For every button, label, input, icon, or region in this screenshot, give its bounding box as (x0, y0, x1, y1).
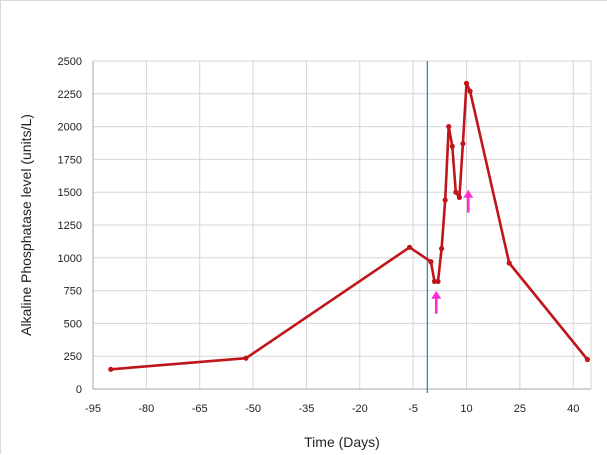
up-arrow-icon (463, 189, 474, 213)
y-axis-title: Alkaline Phosphatase level (units/L) (18, 114, 34, 336)
y-tick-label: 750 (64, 286, 82, 298)
y-tick-label: 500 (64, 318, 82, 330)
tick-labels: 0 250 500 750 1000 1250 1500 1750 2000 2250 2500 -9… (58, 56, 580, 415)
x-tick-label: -35 (298, 403, 314, 415)
x-tick-label: 10 (460, 403, 472, 415)
data-point (108, 366, 114, 372)
data-point (453, 189, 459, 195)
y-tick-label: 1250 (58, 220, 82, 232)
data-point (506, 260, 512, 266)
data-point (467, 88, 473, 94)
data-point (431, 278, 438, 285)
axes (92, 61, 591, 390)
x-tick-label: 40 (567, 403, 579, 415)
x-axis-title: Time (Days) (304, 434, 380, 450)
y-tick-label: 1750 (58, 154, 82, 166)
x-tick-label: -5 (408, 403, 418, 415)
up-arrow-icon (431, 290, 442, 314)
data-point (449, 143, 455, 149)
x-tick-label: -20 (352, 403, 368, 415)
data-point (460, 141, 466, 147)
data-point (439, 246, 445, 252)
y-tick-label: 1500 (58, 187, 82, 199)
y-tick-label: 2250 (58, 89, 82, 101)
data-point (406, 244, 413, 250)
data-point (243, 355, 249, 361)
data-point (435, 278, 441, 285)
data-point (584, 356, 591, 363)
data-point (446, 124, 452, 130)
y-tick-label: 2500 (58, 56, 82, 68)
data-point (456, 194, 462, 201)
y-tick-label: 2000 (58, 122, 82, 134)
data-point (428, 259, 434, 265)
data-point (463, 80, 470, 86)
y-tick-label: 250 (64, 351, 82, 363)
x-tick-label: -50 (245, 403, 261, 415)
data-series (108, 80, 591, 372)
annotations (431, 189, 474, 314)
x-tick-label: -65 (192, 403, 208, 415)
x-tick-label: -95 (85, 403, 101, 415)
x-tick-label: 25 (514, 403, 526, 415)
x-tick-label: -80 (138, 403, 154, 415)
y-tick-label: 1000 (58, 253, 82, 265)
gridlines (93, 60, 592, 389)
data-point (442, 197, 448, 203)
y-tick-label: 0 (76, 384, 82, 396)
